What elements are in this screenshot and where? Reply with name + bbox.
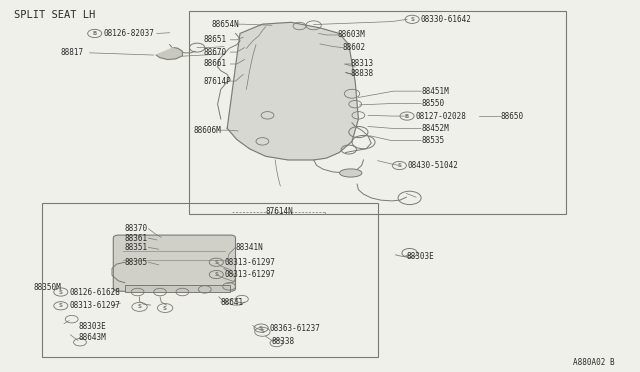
Text: 88350M: 88350M	[33, 283, 61, 292]
Bar	[189, 11, 566, 214]
Text: 88643M: 88643M	[78, 333, 106, 342]
Text: S: S	[410, 17, 414, 22]
Polygon shape	[227, 22, 358, 160]
Text: 08126-61628: 08126-61628	[69, 288, 120, 296]
Text: S: S	[397, 163, 401, 168]
Text: 08313-61297: 08313-61297	[225, 270, 275, 279]
Bar	[125, 285, 230, 292]
Polygon shape	[156, 48, 182, 60]
Text: 08430-51042: 08430-51042	[408, 161, 458, 170]
Ellipse shape	[340, 169, 362, 177]
Text: 88654N: 88654N	[211, 20, 239, 29]
Text: 88305: 88305	[125, 258, 148, 267]
Text: 08330-61642: 08330-61642	[420, 15, 471, 24]
Text: 88303E: 88303E	[78, 322, 106, 331]
Text: 88535: 88535	[421, 136, 444, 145]
Text: 08313-61297: 08313-61297	[225, 258, 275, 267]
Bar	[42, 203, 378, 357]
Text: S: S	[59, 289, 63, 295]
Text: 88313: 88313	[351, 60, 374, 68]
Text: 08127-02028: 08127-02028	[415, 112, 466, 121]
Text: A880A02 B: A880A02 B	[573, 358, 614, 367]
Text: 88670: 88670	[204, 48, 227, 57]
Text: S: S	[214, 272, 218, 277]
Text: 88370: 88370	[125, 224, 148, 233]
Text: 88451M: 88451M	[421, 87, 449, 96]
Text: 88817: 88817	[61, 48, 84, 57]
Text: 88550: 88550	[421, 99, 444, 108]
Text: 08363-61237: 08363-61237	[269, 324, 320, 333]
Text: SPLIT SEAT LH: SPLIT SEAT LH	[14, 10, 95, 20]
Text: 87614P: 87614P	[204, 77, 231, 86]
Text: 87614N: 87614N	[266, 207, 293, 216]
Text: B: B	[405, 113, 409, 119]
Text: 88351: 88351	[125, 243, 148, 252]
Text: 88341N: 88341N	[236, 243, 263, 252]
Text: 88361: 88361	[125, 234, 148, 243]
Text: 88641: 88641	[221, 298, 244, 307]
Text: 88338: 88338	[272, 337, 295, 346]
Text: B: B	[93, 31, 97, 36]
Text: 88651: 88651	[204, 35, 227, 44]
Text: S: S	[260, 329, 264, 334]
Text: 88303E: 88303E	[406, 252, 434, 261]
Text: 88602: 88602	[342, 43, 365, 52]
Text: 88650: 88650	[500, 112, 524, 121]
Text: 88452M: 88452M	[421, 124, 449, 133]
Text: S: S	[59, 303, 63, 308]
Text: 88606M: 88606M	[193, 126, 221, 135]
Text: 88661: 88661	[204, 60, 227, 68]
Text: S: S	[259, 326, 263, 331]
FancyBboxPatch shape	[113, 235, 236, 291]
Text: 88603M: 88603M	[338, 31, 365, 39]
Text: S: S	[163, 305, 167, 311]
Text: S: S	[214, 260, 218, 265]
Text: 08126-82037: 08126-82037	[103, 29, 154, 38]
Text: 08313-61297: 08313-61297	[69, 301, 120, 310]
Text: S: S	[138, 304, 141, 310]
Text: 88838: 88838	[351, 69, 374, 78]
